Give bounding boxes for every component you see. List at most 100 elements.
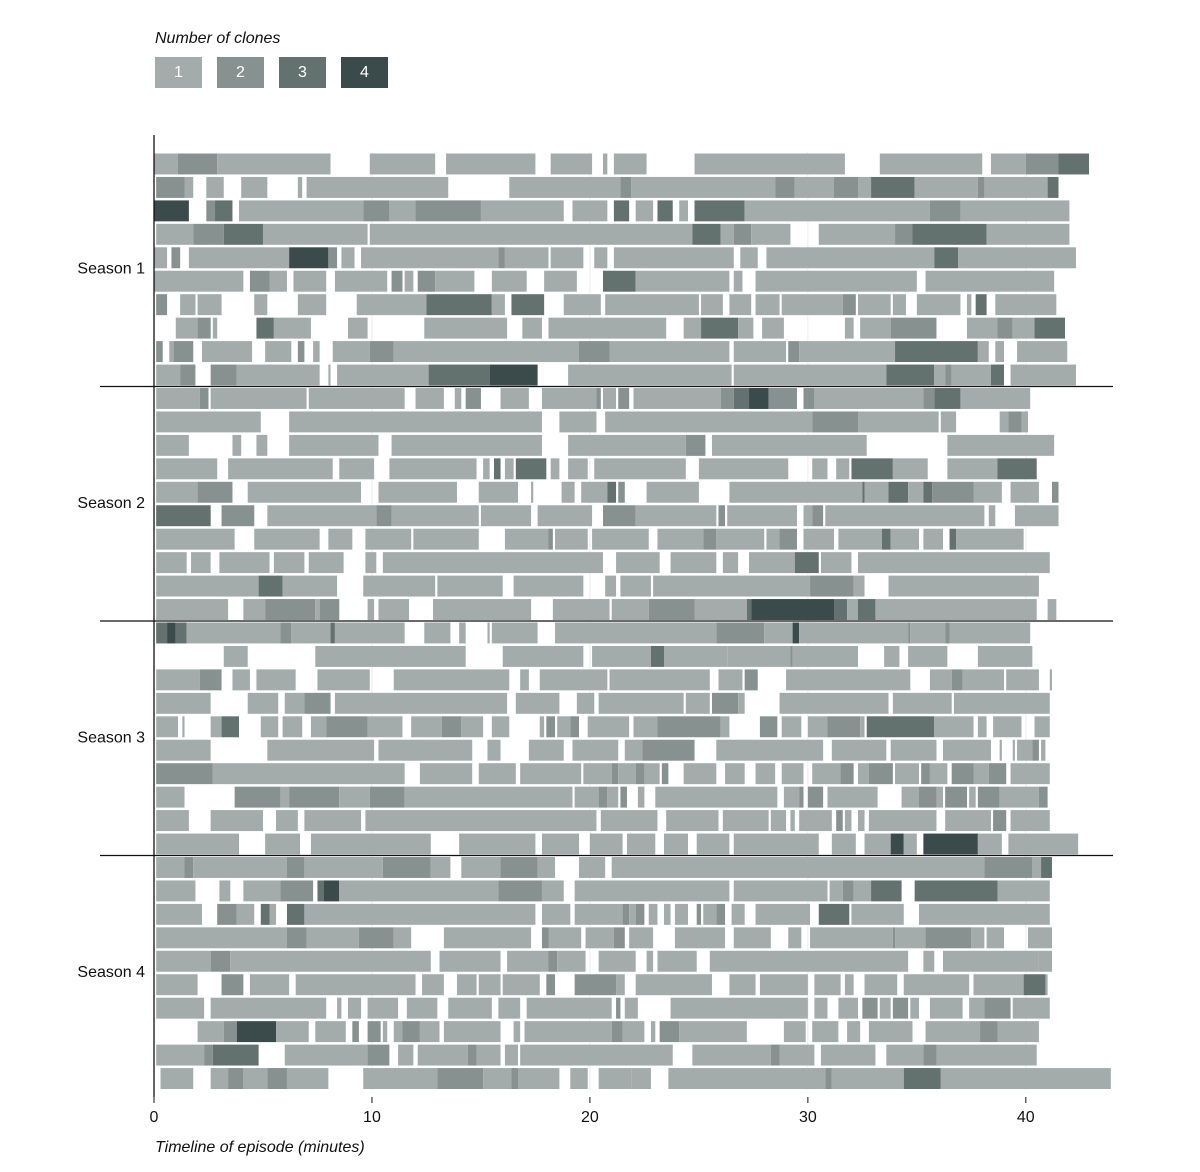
clone-segment xyxy=(193,857,287,878)
clone-segment xyxy=(210,716,222,738)
clone-segment xyxy=(901,786,920,808)
clone-segment xyxy=(424,622,451,644)
clone-segment xyxy=(892,294,906,316)
clone-segment xyxy=(620,176,632,198)
clone-segment xyxy=(265,599,316,620)
clone-segment xyxy=(1025,153,1059,175)
clone-segment xyxy=(613,247,734,269)
clone-segment xyxy=(197,317,211,339)
clone-segment xyxy=(304,903,536,925)
clone-segment xyxy=(297,341,305,363)
clone-segment xyxy=(541,388,597,409)
clone-segment xyxy=(759,716,778,738)
clone-segment xyxy=(844,810,852,832)
clone-segment xyxy=(984,997,1011,1019)
clone-segment xyxy=(945,786,967,808)
clone-segment xyxy=(766,528,780,550)
clone-segment xyxy=(393,1021,403,1043)
clone-segment xyxy=(881,528,891,550)
clone-segment xyxy=(156,903,202,925)
clone-segment xyxy=(156,880,196,902)
clone-segment xyxy=(417,270,436,292)
clone-segment xyxy=(993,810,1007,832)
clone-segment xyxy=(770,810,787,832)
clone-segment xyxy=(184,176,194,198)
clone-segment xyxy=(810,575,854,597)
clone-segment xyxy=(513,1021,521,1043)
season-label: Season 2 xyxy=(77,495,145,512)
clone-segment xyxy=(755,903,811,925)
clone-segment xyxy=(685,692,710,714)
clone-segment xyxy=(738,317,754,339)
clone-segment xyxy=(1010,763,1050,785)
clone-segment xyxy=(334,270,388,292)
clone-segment xyxy=(446,153,536,175)
clone-segment xyxy=(293,270,327,292)
clone-segment xyxy=(862,997,878,1019)
clone-segment xyxy=(480,200,564,222)
clone-segment xyxy=(363,575,436,597)
clone-segment xyxy=(393,927,412,949)
clone-segment xyxy=(729,294,752,316)
clone-segment xyxy=(1008,411,1022,433)
clone-segment xyxy=(228,1068,244,1089)
clone-segment xyxy=(232,434,242,456)
clone-segment xyxy=(857,176,872,198)
clone-segment xyxy=(156,857,185,878)
clone-segment xyxy=(476,1044,501,1066)
clone-segment xyxy=(892,458,928,480)
clone-segment xyxy=(544,270,577,292)
clone-segment xyxy=(602,153,608,175)
clone-segment xyxy=(156,434,189,456)
clone-segment xyxy=(611,763,619,785)
clone-segment xyxy=(947,458,998,480)
clone-segment xyxy=(276,1021,309,1043)
clone-segment xyxy=(916,294,961,316)
clone-segment xyxy=(969,997,985,1019)
clone-segment xyxy=(206,176,224,198)
clone-segment xyxy=(831,739,887,761)
clone-segment xyxy=(448,997,492,1019)
clone-segment xyxy=(812,763,841,785)
clone-segment xyxy=(426,294,492,316)
clone-segment xyxy=(522,317,542,339)
clone-segment xyxy=(720,716,730,738)
clone-segment xyxy=(539,716,545,738)
clone-segment xyxy=(289,247,329,269)
clone-segment xyxy=(154,247,168,269)
clone-segment xyxy=(733,927,771,949)
clone-segment xyxy=(511,1068,518,1089)
clone-segment xyxy=(932,481,974,503)
clone-segment xyxy=(860,716,865,738)
clone-segment xyxy=(267,1068,287,1089)
clone-segment xyxy=(494,458,501,480)
clone-segment xyxy=(977,716,987,738)
clone-segment xyxy=(956,528,1024,550)
clone-segment xyxy=(692,1044,771,1066)
clone-segment xyxy=(812,458,828,480)
legend-swatch xyxy=(341,57,388,88)
clone-segment xyxy=(629,927,654,949)
legend-label: 4 xyxy=(360,64,369,81)
clone-segment xyxy=(256,317,274,339)
clone-segment xyxy=(520,1044,673,1066)
clone-segment xyxy=(1014,505,1059,527)
clone-segment xyxy=(517,1068,560,1089)
clone-segment xyxy=(923,950,935,972)
clone-segment xyxy=(328,528,353,550)
clone-segment xyxy=(895,927,926,949)
clone-segment xyxy=(973,763,989,785)
clone-segment xyxy=(783,786,800,808)
clone-segment xyxy=(999,786,1039,808)
clone-segment xyxy=(156,716,178,738)
clone-segment xyxy=(792,645,858,667)
clone-segment xyxy=(276,810,298,832)
clone-segment xyxy=(1032,857,1042,878)
clone-segment xyxy=(369,153,436,175)
clone-segment xyxy=(650,645,665,667)
clone-segment xyxy=(925,270,1055,292)
clone-segment xyxy=(733,388,750,409)
clone-segment xyxy=(491,270,527,292)
clone-segment xyxy=(583,763,612,785)
clone-segment xyxy=(618,763,636,785)
